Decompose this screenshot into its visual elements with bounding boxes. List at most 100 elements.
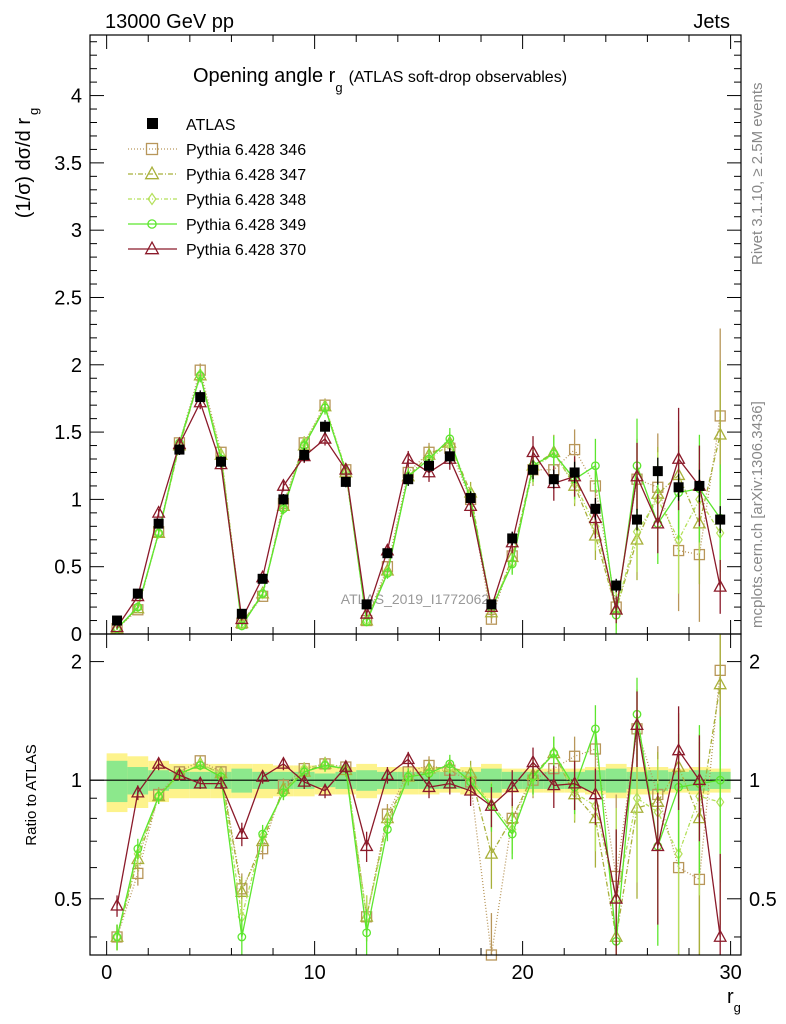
main-marker xyxy=(609,602,624,615)
ratio-marker xyxy=(526,754,540,768)
data-point xyxy=(465,493,476,504)
main-marker xyxy=(401,451,416,464)
data-point xyxy=(715,514,726,525)
ratio-marker xyxy=(234,826,249,839)
ratio-marker xyxy=(442,776,457,789)
main-ytick-label: 2.5 xyxy=(54,287,82,309)
ratio-marker xyxy=(692,772,707,786)
ratio-marker xyxy=(403,772,413,782)
main-marker xyxy=(463,498,478,512)
ratio-marker xyxy=(362,928,372,938)
ratio-marker xyxy=(255,769,270,782)
main-marker xyxy=(151,505,166,518)
legend-label: Pythia 6.428 346 xyxy=(186,142,306,159)
main-marker xyxy=(276,478,291,491)
ratio-xtick-label: 10 xyxy=(304,962,326,984)
main-marker xyxy=(110,619,124,633)
ratio-series-line xyxy=(116,714,721,942)
data-point xyxy=(673,482,684,493)
ratio-series xyxy=(110,634,728,961)
main-ytick-label: 3.5 xyxy=(54,153,82,175)
legend-label: Pythia 6.428 349 xyxy=(186,217,306,234)
ratio-ytick-label: 0.5 xyxy=(54,889,82,911)
main-ytick-label: 1 xyxy=(71,489,82,511)
main-ylabel-text: (1/σ) dσ/d r xyxy=(13,118,35,219)
main-marker xyxy=(154,528,164,538)
ratio-marker xyxy=(297,774,312,787)
main-series xyxy=(110,328,728,635)
ratio-marker xyxy=(588,786,603,800)
ratio-marker xyxy=(154,791,164,801)
ratio-marker xyxy=(463,783,478,796)
data-point xyxy=(403,474,414,485)
data-point xyxy=(444,451,455,462)
main-marker xyxy=(568,443,581,456)
ratio-marker xyxy=(632,792,642,805)
ratio-marker xyxy=(546,777,561,791)
main-marker xyxy=(591,461,600,471)
ratio-xtick-label: 20 xyxy=(511,962,533,984)
legend-label: ATLAS xyxy=(186,117,236,134)
ratio-marker xyxy=(279,788,288,798)
main-marker xyxy=(630,468,644,482)
data-point xyxy=(132,588,143,599)
main-marker xyxy=(713,427,728,440)
main-ytick-label: 3 xyxy=(71,220,82,242)
main-title-text: Opening angle r xyxy=(193,65,336,87)
ratio-marker xyxy=(484,798,499,811)
data-point xyxy=(112,615,123,626)
main-marker xyxy=(338,462,353,475)
main-marker xyxy=(154,526,163,540)
main-ylabel-sub: g xyxy=(26,108,41,115)
data-point xyxy=(299,449,310,460)
ratio-marker xyxy=(172,767,187,781)
legend-marker xyxy=(145,142,159,156)
legend-label: Pythia 6.428 370 xyxy=(186,242,306,259)
main-panel: ATLAS_2019_I1772062 00.511.522.533.54 Op… xyxy=(13,34,742,646)
ratio-marker xyxy=(338,759,353,772)
main-marker xyxy=(318,431,332,444)
main-title-note: (ATLAS soft-drop observables) xyxy=(349,69,567,86)
main-title: Opening angle rg (ATLAS soft-drop observa… xyxy=(193,65,567,95)
main-ytick-label: 4 xyxy=(71,86,82,108)
ratio-marker xyxy=(195,761,205,770)
ratio-marker xyxy=(507,829,517,839)
ratio-xtick-label: 30 xyxy=(719,962,741,984)
ratio-marker xyxy=(276,756,291,769)
data-point xyxy=(632,514,643,525)
data-point xyxy=(216,456,227,467)
data-point xyxy=(195,392,206,403)
legend-marker xyxy=(144,165,160,180)
ratio-marker xyxy=(505,779,520,793)
ratio-marker xyxy=(650,838,665,852)
main-marker xyxy=(549,449,559,459)
data-point xyxy=(278,494,289,505)
ratio-marker xyxy=(380,767,395,781)
legend-label: Pythia 6.428 348 xyxy=(186,192,306,209)
legend-marker xyxy=(144,240,160,255)
ratio-ytick-label: 1 xyxy=(71,770,82,792)
main-ytick-label: 0.5 xyxy=(54,557,82,579)
ratio-marker xyxy=(258,829,268,839)
data-point xyxy=(320,421,331,432)
main-marker xyxy=(195,371,205,380)
mcplots-label: mcplots.cern.ch [arXiv:1306.3436] xyxy=(749,401,766,628)
legend-marker xyxy=(147,219,157,229)
ratio-series-4 xyxy=(110,691,728,955)
ratio-xlabel-text: r xyxy=(727,986,734,1008)
data-point xyxy=(424,460,435,471)
ratio-marker xyxy=(130,785,145,798)
ratio-marker xyxy=(320,761,330,770)
data-point xyxy=(548,474,559,485)
ratio-ticks: 0.5 0.51 12 20 10 20 30 xyxy=(54,634,777,984)
ratio-ytick-label-right: 1 xyxy=(749,770,760,792)
ratio-xlabel: rg xyxy=(727,986,741,1015)
main-marker xyxy=(279,504,288,514)
main-marker xyxy=(320,403,330,413)
ratio-marker xyxy=(713,929,728,942)
data-point xyxy=(257,573,268,584)
data-point xyxy=(528,464,539,475)
main-series-line xyxy=(116,367,721,630)
ratio-marker xyxy=(549,748,559,758)
